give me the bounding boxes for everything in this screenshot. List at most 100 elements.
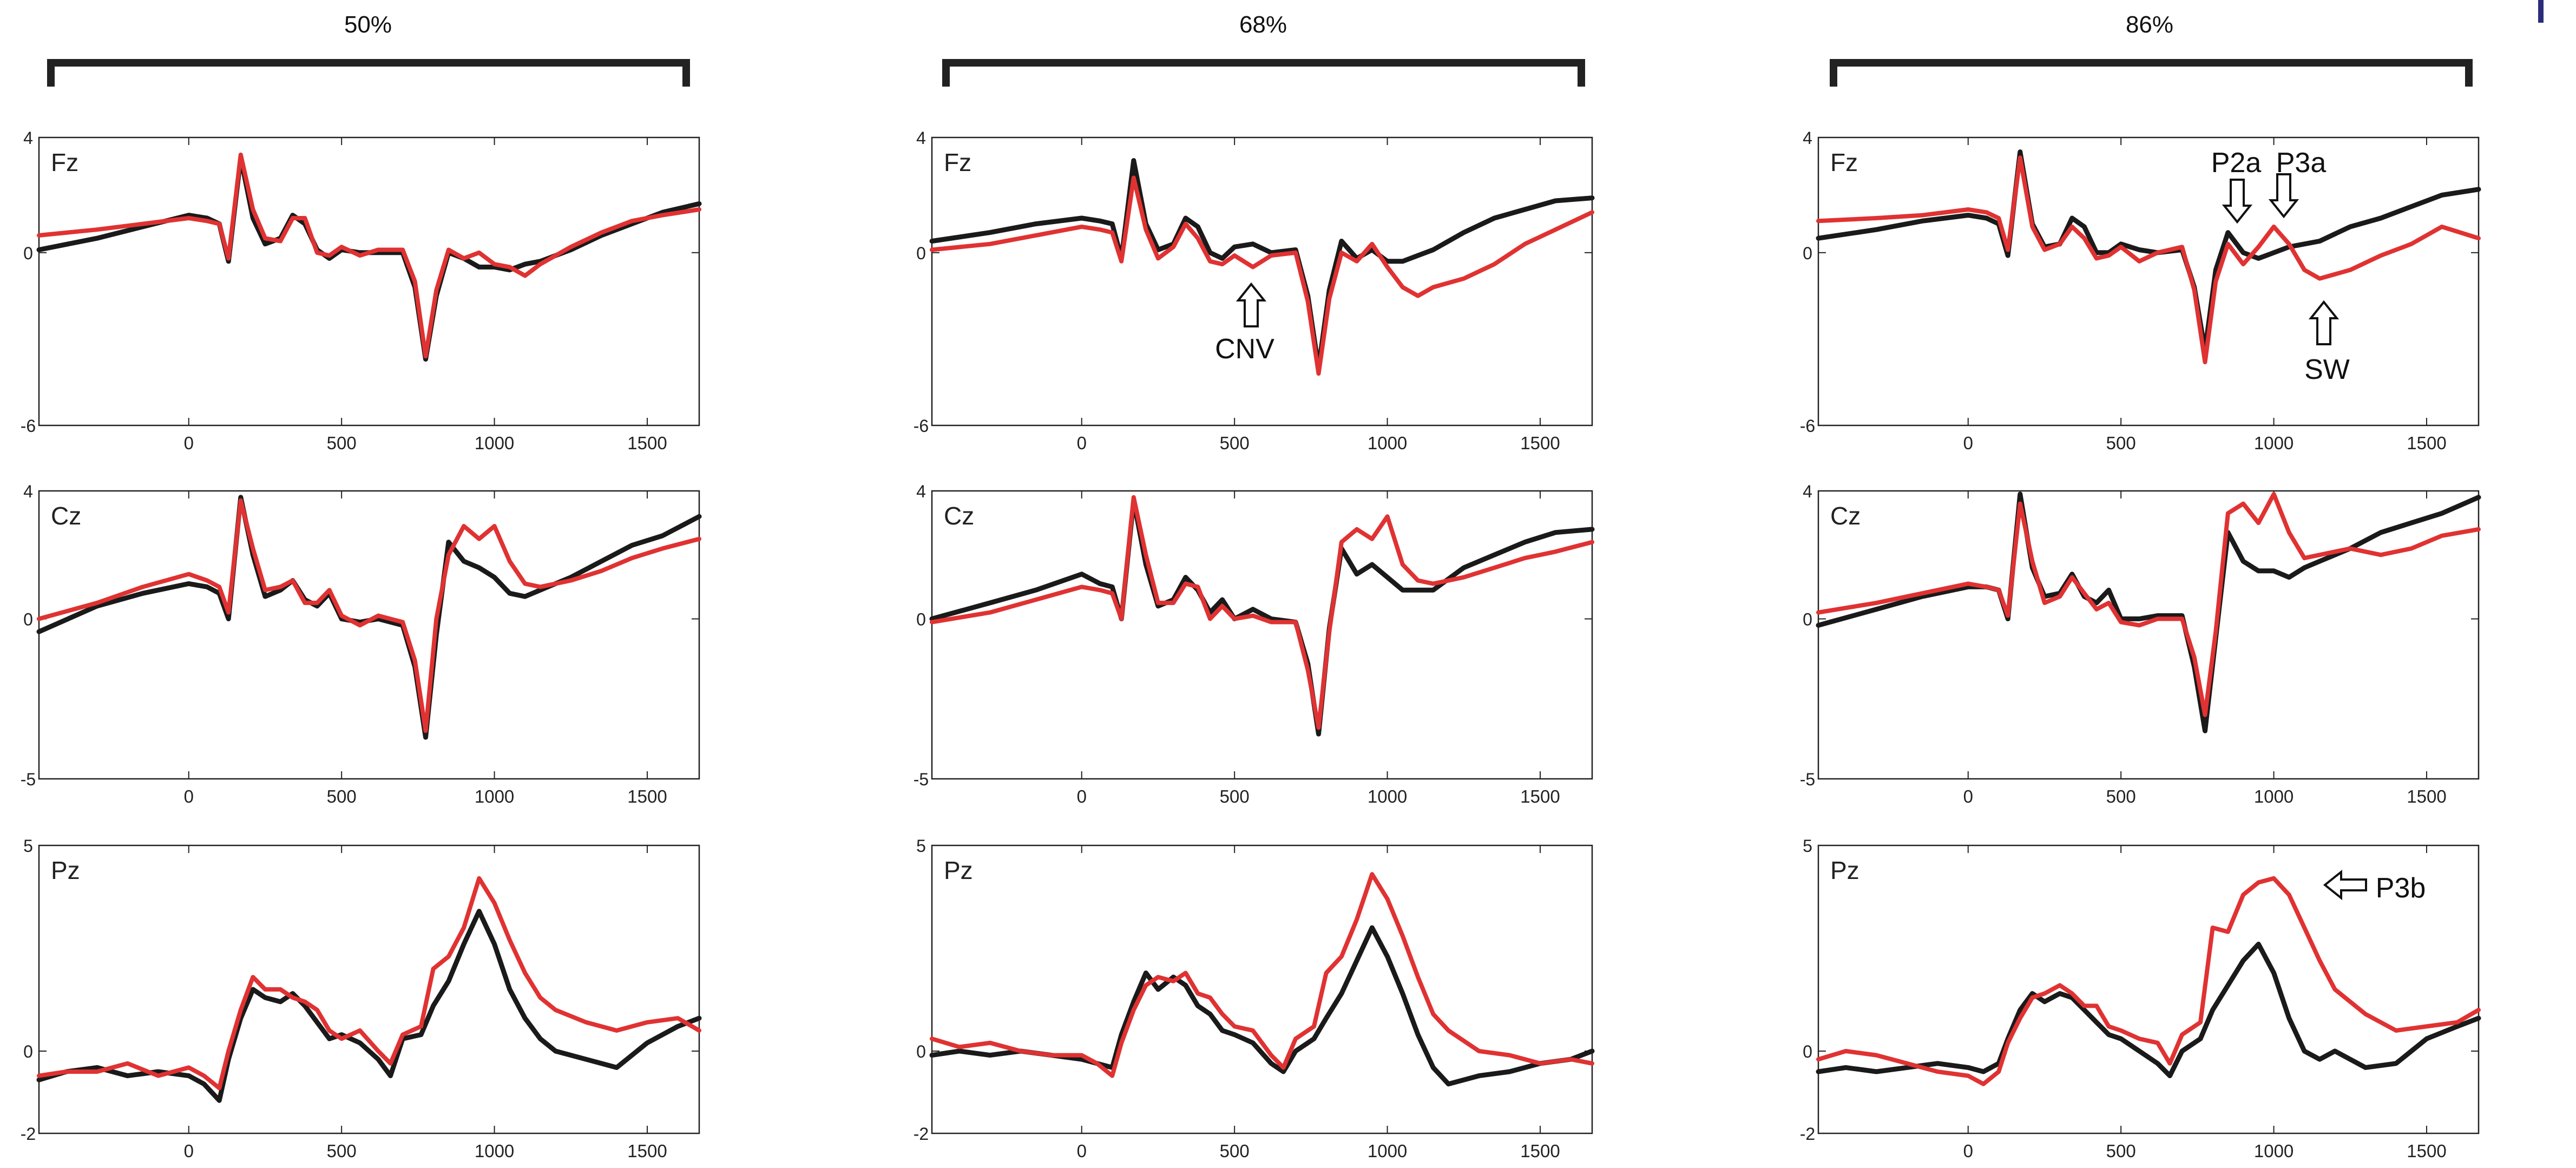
plot-frame: [1817, 136, 2480, 426]
p2a-arrow: [2222, 179, 2253, 224]
annotation-p2a: P2a: [2211, 147, 2262, 179]
x-tick-label: 1500: [1520, 433, 1560, 453]
x-tick-label: 1000: [2254, 433, 2294, 453]
series-line-red: [1816, 491, 2481, 717]
annotation-cnv: CNV: [1215, 333, 1274, 365]
x-tick-label: 1500: [627, 786, 667, 806]
series-line-black: [1816, 149, 2481, 353]
plot-frame: [931, 136, 1593, 426]
panel-cz-50: -5 0 4 0 500 1000 1500 Cz: [21, 482, 702, 806]
x-tick-label: 0: [1077, 433, 1087, 453]
y-tick-label: 5: [1803, 836, 1812, 856]
series-line-red: [930, 495, 1594, 730]
panel-pz-50: -2 0 5 0 500 1000 1500 Pz: [21, 836, 702, 1161]
p3a-arrow: [2268, 173, 2299, 219]
series-line-red: [930, 872, 1594, 1078]
y-tick-label: 0: [916, 244, 926, 263]
electrode-label-cz: Cz: [51, 502, 81, 530]
x-tick-label: 1500: [2407, 433, 2446, 453]
x-tick-label: 1500: [2407, 786, 2446, 806]
series-line-black: [36, 155, 702, 362]
x-tick-label: 1000: [1368, 433, 1407, 453]
series-line-black: [1816, 941, 2481, 1079]
x-tick-label: 0: [1077, 786, 1087, 806]
y-tick-label: -5: [21, 770, 36, 789]
series-line-black: [1816, 491, 2481, 733]
x-tick-label: 1000: [2254, 786, 2294, 806]
column-bracket-50: [47, 59, 690, 87]
y-tick-label: 0: [23, 609, 33, 629]
y-tick-label: 4: [916, 482, 926, 501]
panel-pz-86: -2 0 5 0 500 1000 1500 Pz: [1800, 836, 2481, 1161]
series-line-red: [37, 876, 701, 1091]
y-tick-label: 0: [23, 1042, 33, 1061]
plot-frame: [38, 490, 700, 780]
series-line-red: [37, 498, 701, 733]
y-tick-label: 5: [916, 836, 926, 856]
series-line-red: [37, 152, 701, 359]
series-line-red: [1816, 155, 2481, 364]
x-tick-label: 1000: [475, 433, 514, 453]
x-tick-label: 1500: [627, 1141, 667, 1161]
x-tick-label: 500: [327, 433, 357, 453]
plot-frame: [931, 844, 1593, 1134]
column-label-86: 86%: [2126, 11, 2173, 38]
y-tick-label: 4: [1803, 482, 1812, 501]
series-line-red: [930, 175, 1594, 376]
x-tick-label: 500: [2106, 786, 2136, 806]
electrode-label-fz: Fz: [51, 148, 78, 176]
x-tick-label: 500: [327, 1141, 357, 1161]
panel-fz-86: -6 0 4 0 500 1000 1500 Fz: [1800, 128, 2481, 453]
column-bracket-86: [1830, 59, 2473, 87]
y-tick-label: 4: [23, 482, 33, 501]
electrode-label-fz: Fz: [944, 148, 971, 176]
x-tick-label: 1000: [2254, 1141, 2294, 1161]
y-tick-label: 5: [23, 836, 33, 856]
plot-frame: [931, 490, 1593, 780]
x-tick-label: 1500: [2407, 1141, 2446, 1161]
x-tick-label: 0: [1963, 1141, 1973, 1161]
panel-pz-68: -2 0 5 0 500 1000 1500 Pz: [914, 836, 1595, 1161]
series-line-black: [36, 909, 702, 1103]
y-tick-label: 0: [1803, 1042, 1812, 1061]
x-tick-label: 0: [184, 1141, 194, 1161]
panel-fz-50: -6 0 4 0 500 1000 1500 Fz: [21, 128, 702, 453]
plot-frame: [38, 136, 700, 426]
plot-frame: [38, 844, 700, 1134]
panel-cz-68: -5 0 4 0 500 1000 1500 Cz: [914, 482, 1595, 806]
x-tick-label: 1500: [1520, 1141, 1560, 1161]
annotation-p3b: P3b: [2376, 872, 2426, 904]
y-tick-label: 0: [916, 609, 926, 629]
y-tick-label: 0: [916, 1042, 926, 1061]
series-line-black: [36, 495, 702, 740]
y-tick-label: 4: [1803, 128, 1812, 148]
y-tick-label: -6: [21, 416, 36, 436]
y-tick-label: -6: [1800, 416, 1815, 436]
y-tick-label: 0: [1803, 609, 1812, 629]
y-tick-label: -6: [914, 416, 929, 436]
column-label-68: 68%: [1239, 11, 1287, 38]
x-tick-label: 0: [1077, 1141, 1087, 1161]
y-tick-label: 0: [23, 244, 33, 263]
y-tick-label: -5: [914, 770, 929, 789]
x-tick-label: 1000: [1368, 1141, 1407, 1161]
electrode-label-fz: Fz: [1830, 148, 1858, 176]
x-tick-label: 500: [1220, 786, 1250, 806]
electrode-label-pz: Pz: [51, 856, 80, 884]
y-tick-label: -2: [21, 1124, 36, 1144]
y-tick-label: 0: [1803, 244, 1812, 263]
electrode-label-cz: Cz: [1830, 502, 1861, 530]
x-tick-label: 500: [1220, 433, 1250, 453]
x-tick-label: 0: [184, 786, 194, 806]
series-line-black: [929, 925, 1595, 1087]
y-tick-label: 4: [916, 128, 926, 148]
x-tick-label: 0: [1963, 786, 1973, 806]
corner-mark: [2538, 0, 2544, 23]
electrode-label-pz: Pz: [1830, 856, 1859, 884]
panel-cz-86: -5 0 4 0 500 1000 1500 Cz: [1800, 482, 2481, 806]
cnv-arrow: [1236, 282, 1267, 327]
series-line-red: [1816, 876, 2481, 1086]
x-tick-label: 500: [327, 786, 357, 806]
x-tick-label: 500: [1220, 1141, 1250, 1161]
